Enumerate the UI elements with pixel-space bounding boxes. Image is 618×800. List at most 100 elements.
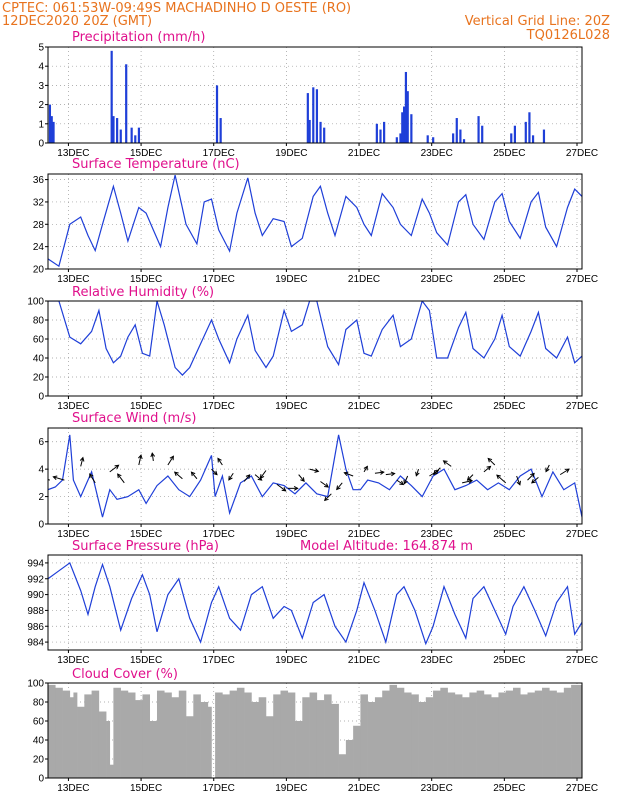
temperature-frame [47,173,583,270]
x-tick-label: 15DEC [130,529,162,540]
wind-vector-arrow [167,455,174,466]
y-tick-label: 40 [33,354,45,365]
title-temperature: Surface Temperature (nC) [72,157,240,172]
x-tick-label: 19DEC [275,148,307,159]
precip-bar [462,139,466,143]
precip-bar [125,64,128,143]
y-tick-label: 60 [33,717,45,728]
y-tick-label: 100 [27,297,44,308]
cloud-bar [316,700,325,778]
precip-bar [315,89,319,143]
precip-bar [477,116,480,143]
x-tick-label: 17DEC [203,783,235,794]
cloud-bar [109,764,114,778]
cloud-bar [273,694,281,778]
cloud-bar [447,692,456,778]
x-tick-label: 23DEC [421,148,453,159]
x-tick-label: 23DEC [421,783,453,794]
cloud-bar [411,694,419,778]
y-tick-label: 992 [27,574,44,585]
precip-bar [452,133,455,143]
x-tick-label: 19DEC [275,783,307,794]
x-tick-label: 19DEC [275,274,307,285]
header-date: 12DEC2020 20Z (GMT) [2,14,152,29]
y-tick-label: 36 [33,175,45,186]
wind-vector-arrow [309,468,320,473]
y-tick-label: 2 [38,492,44,503]
cloud-bar [280,690,289,778]
cloud-bar [367,702,376,778]
x-tick-label: 23DEC [421,529,453,540]
cloud-bar [324,694,332,778]
wind-vector-arrow [516,475,521,486]
temperature-line [48,174,582,268]
precip-bar [215,85,219,143]
wind-vector-arrow [527,472,535,481]
y-tick-label: 994 [27,558,44,569]
y-tick-label: 20 [33,265,45,276]
x-tick-label: 13DEC [57,148,89,159]
x-tick-label: 27DEC [566,783,598,794]
cloud-bar [512,687,521,778]
wind-vector-arrow [487,457,496,466]
cloud-bar [374,697,383,778]
x-tick-label: 19DEC [275,529,307,540]
y-tick-label: 0 [38,520,44,531]
x-tick-label: 27DEC [566,655,598,666]
precip-bar [137,127,141,143]
precip-bar [50,116,53,143]
cloud-bar [520,694,528,778]
title-precipitation: Precipitation (mm/h) [72,30,205,45]
cloud-bar [483,694,492,778]
cloud-bar [171,697,180,778]
y-tick-label: 24 [33,242,45,253]
pressure-frame [47,554,583,651]
precip-bar [323,127,326,143]
x-tick-label: 27DEC [566,274,598,285]
cloud-bar [73,692,78,778]
cloud-bar [338,754,347,778]
cloud-bar [491,697,499,778]
y-tick-label: 4 [38,62,44,73]
cloud-bar [69,697,74,778]
header-model-code: TQ0126L028 [526,28,610,43]
x-tick-label: 21DEC [348,783,380,794]
x-tick-label: 25DEC [493,529,525,540]
humidity-panel: 0 20 40 60 80 100 13DEC 15DEC 17DEC 19DEC 21DEC 23D… [27,297,598,413]
pressure-panel: 984 986 988 990 992 994 13DEC 15DEC 17DEC 19DEC 21… [27,554,598,666]
y-tick-label: 3 [38,81,44,92]
wind-vector-arrow [363,465,368,473]
x-tick-label: 13DEC [57,274,89,285]
wind-vector-arrow [89,473,96,484]
cloud-bar [462,697,470,778]
x-tick-label: 17DEC [203,274,235,285]
x-tick-label: 15DEC [130,274,162,285]
wind-vector-arrow [442,460,452,467]
precip-bar [481,125,484,143]
cloud-bar [498,692,507,778]
precip-bar [395,137,398,143]
cloud-bar [549,690,557,778]
cloud-bar [287,692,296,778]
wind-vector-arrow [324,493,332,502]
x-tick-label: 13DEC [57,783,89,794]
precip-bar [531,135,535,143]
wind-vector-arrow [496,474,507,484]
x-tick-label: 15DEC [130,655,162,666]
x-tick-label: 23DEC [421,274,453,285]
wind-vector-arrow [531,476,539,484]
cloud-bar [251,702,259,778]
x-tick-label: 21DEC [348,401,380,412]
cloud-bar [309,692,318,778]
precip-bar [308,119,311,143]
wind-vector-arrow [259,470,267,480]
cloud-bar [404,692,412,778]
cloud-bar [302,697,310,778]
cloud-bar [382,690,390,778]
cloud-bar [542,687,550,778]
precip-bar [410,114,413,143]
wind-vector-arrow [190,471,198,480]
y-tick-label: 986 [27,622,44,633]
cloud-bar [222,694,230,778]
